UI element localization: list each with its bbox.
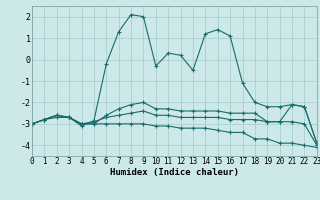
- X-axis label: Humidex (Indice chaleur): Humidex (Indice chaleur): [110, 168, 239, 177]
